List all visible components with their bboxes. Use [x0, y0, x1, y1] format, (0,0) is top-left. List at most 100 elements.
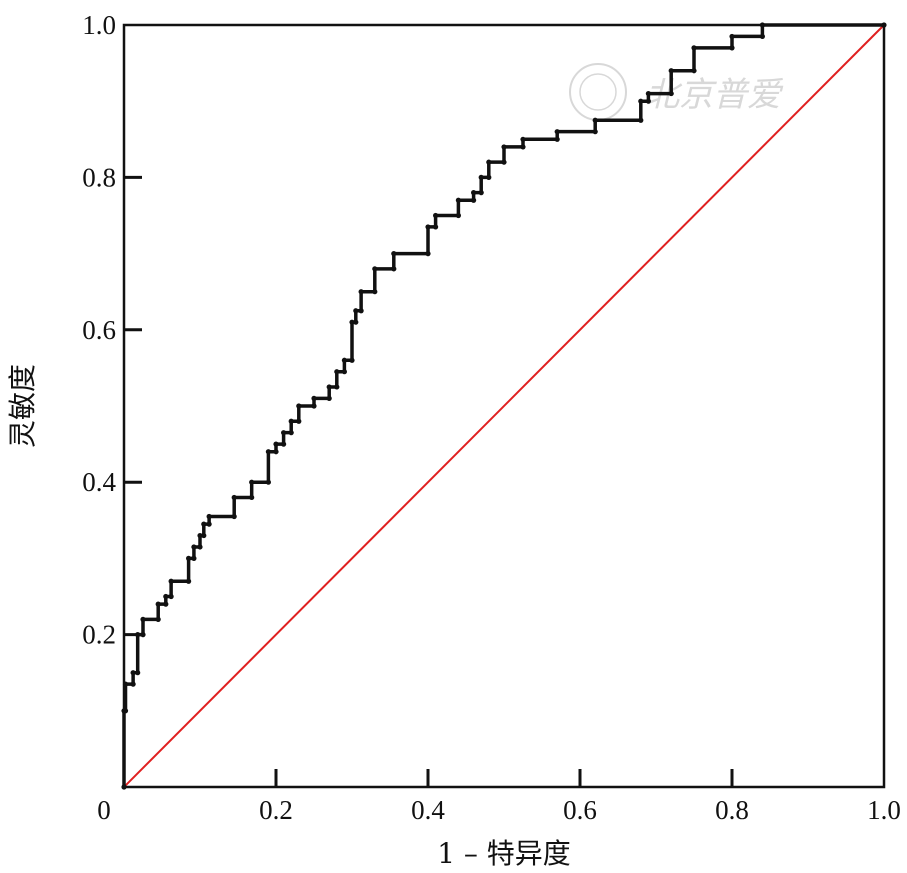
y-axis-ticks: 0.2 0.4 0.6 0.8 1.0: [82, 10, 142, 650]
roc-point: [486, 174, 492, 180]
roc-point: [231, 513, 237, 520]
roc-point: [206, 521, 212, 527]
roc-point: [197, 532, 203, 539]
roc-point: [249, 479, 255, 485]
roc-point: [592, 129, 598, 135]
roc-point: [520, 144, 526, 150]
roc-point: [155, 616, 161, 622]
roc-curve: [121, 22, 887, 790]
roc-point: [288, 430, 294, 436]
roc-point: [668, 90, 674, 97]
roc-point: [130, 670, 136, 676]
roc-point: [425, 224, 431, 230]
roc-point: [186, 555, 192, 562]
roc-point: [353, 308, 359, 314]
roc-point: [358, 289, 364, 295]
roc-point: [729, 33, 735, 40]
x-axis-ticks: 0.2 0.4 0.6 0.8 1.0: [259, 769, 901, 825]
roc-point: [197, 544, 203, 550]
roc-point: [326, 395, 332, 401]
roc-point: [341, 369, 347, 375]
roc-point: [334, 369, 340, 375]
roc-point: [163, 593, 169, 600]
roc-point: [201, 521, 207, 527]
roc-point: [168, 593, 174, 600]
roc-point: [433, 224, 439, 230]
roc-point: [186, 578, 192, 584]
roc-point: [288, 418, 294, 424]
roc-point: [455, 212, 461, 219]
roc-point: [281, 430, 287, 436]
roc-point: [281, 441, 287, 447]
roc-point: [296, 403, 302, 409]
roc-point: [501, 144, 507, 150]
y-tick-label: 1.0: [82, 10, 116, 40]
roc-point: [231, 494, 237, 501]
roc-point: [311, 403, 317, 409]
roc-point: [486, 159, 492, 165]
origin-tick-label: 0: [97, 795, 111, 825]
reference-diagonal: [123, 24, 885, 788]
roc-point: [334, 384, 340, 390]
roc-point: [349, 357, 355, 363]
roc-point: [471, 197, 477, 203]
roc-point: [273, 449, 279, 455]
roc-point: [372, 289, 378, 295]
y-tick-label: 0.2: [82, 620, 116, 650]
roc-point: [265, 479, 271, 485]
x-tick-label: 0.2: [259, 795, 293, 825]
roc-point: [592, 117, 598, 123]
roc-point: [638, 117, 644, 123]
roc-point: [135, 670, 141, 676]
x-tick-label: 0.6: [563, 795, 597, 825]
roc-point: [168, 578, 174, 584]
roc-point: [140, 616, 146, 622]
plot-frame: [122, 23, 886, 789]
roc-point: [353, 319, 359, 325]
roc-point: [341, 357, 347, 363]
roc-point: [729, 45, 735, 51]
roc-point: [645, 90, 652, 97]
roc-point: [191, 544, 197, 550]
x-tick-label: 0.4: [411, 795, 445, 825]
roc-point: [501, 159, 507, 165]
roc-point: [759, 33, 766, 40]
roc-point: [358, 308, 364, 314]
roc-point: [391, 251, 397, 257]
roc-point: [311, 395, 317, 401]
y-axis-title: 灵敏度: [6, 364, 39, 448]
roc-point: [425, 251, 431, 257]
roc-point: [520, 136, 526, 142]
roc-point: [249, 494, 255, 501]
roc-point: [668, 68, 674, 74]
roc-point: [554, 129, 560, 135]
roc-point: [296, 418, 302, 424]
y-tick-label: 0.8: [82, 162, 116, 192]
y-tick-label: 0.4: [82, 467, 116, 497]
roc-point: [691, 45, 697, 51]
roc-point: [433, 212, 439, 219]
y-tick-label: 0.6: [82, 315, 116, 345]
x-axis-title: 1 – 特异度: [437, 837, 571, 870]
roc-point: [638, 98, 644, 104]
reference-line: [123, 24, 885, 788]
roc-point: [191, 555, 197, 562]
roc-point: [201, 532, 207, 539]
roc-point: [478, 174, 484, 180]
roc-point: [265, 449, 271, 455]
roc-point: [349, 319, 355, 325]
roc-point: [372, 266, 378, 272]
watermark-seal-outer: [569, 63, 627, 121]
watermark-seal-inner: [579, 73, 617, 111]
roc-point: [163, 601, 169, 607]
roc-point: [130, 681, 136, 687]
roc-point: [206, 513, 212, 520]
roc-point: [478, 190, 484, 196]
roc-point: [455, 197, 461, 203]
roc-point: [471, 190, 477, 196]
roc-point: [326, 384, 332, 390]
roc-point: [645, 98, 652, 104]
x-tick-label: 0.8: [715, 795, 749, 825]
roc-point: [554, 136, 560, 142]
